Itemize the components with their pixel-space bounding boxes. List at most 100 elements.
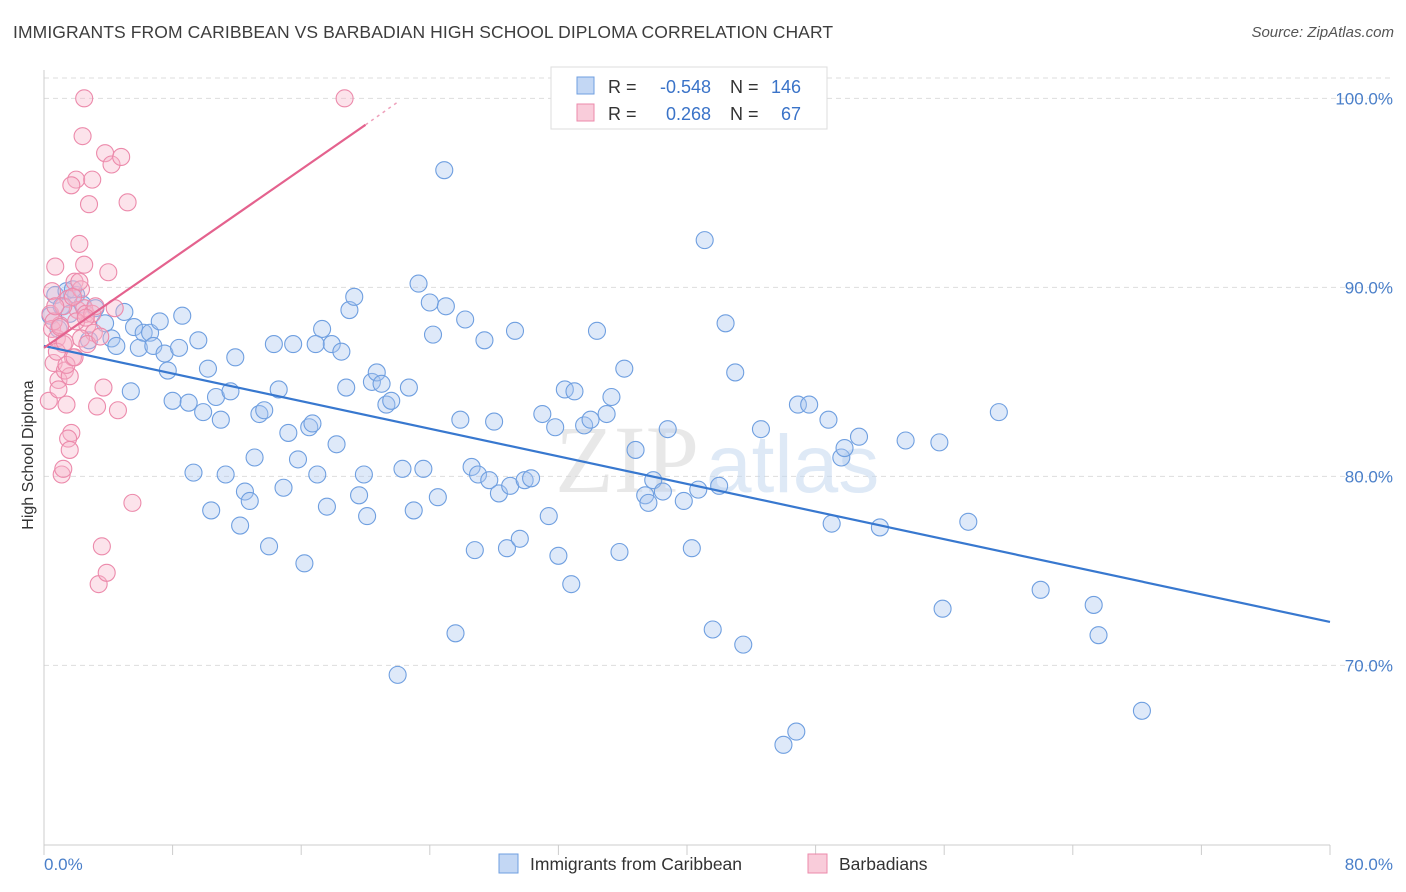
scatter-point xyxy=(674,491,693,511)
scatter-point xyxy=(216,465,235,484)
scatter-point xyxy=(63,287,82,306)
y-tick-label: 90.0% xyxy=(1345,278,1393,297)
scatter-point xyxy=(235,482,254,501)
scatter-point xyxy=(94,378,113,397)
source-credit: Source: ZipAtlas.com xyxy=(1251,24,1394,41)
scatter-point xyxy=(169,338,189,357)
trend-line xyxy=(43,344,1331,624)
scatter-point xyxy=(456,310,475,329)
stats-r-label: R = xyxy=(608,77,637,97)
scatter-point xyxy=(1089,626,1108,645)
scatter-point xyxy=(259,537,279,556)
scatter-point xyxy=(198,359,218,378)
scatter-point xyxy=(933,599,952,618)
scatter-point xyxy=(306,335,325,354)
scatter-point xyxy=(358,507,377,526)
scatter-point xyxy=(75,89,94,108)
y-tick-label: 100.0% xyxy=(1335,89,1393,108)
scatter-point xyxy=(399,378,418,397)
scatter-point xyxy=(60,440,79,459)
scatter-point xyxy=(475,331,494,350)
y-tick-label: 80.0% xyxy=(1345,467,1393,486)
scatter-point xyxy=(436,297,455,316)
scatter-point xyxy=(615,359,634,378)
scatter-point xyxy=(695,231,714,250)
scatter-point xyxy=(428,488,447,507)
scatter-point xyxy=(73,127,92,146)
scatter-point xyxy=(303,414,322,433)
scatter-point xyxy=(87,397,107,416)
scatter-point xyxy=(653,482,672,501)
stats-swatch-blue xyxy=(576,76,595,95)
scatter-point xyxy=(468,465,488,484)
legend-swatch-caribbean xyxy=(498,853,519,874)
scatter-point xyxy=(150,312,169,331)
scatter-point xyxy=(404,501,423,520)
scatter-point xyxy=(774,735,793,754)
scatter-point xyxy=(682,539,701,558)
scatter-point xyxy=(121,382,140,401)
scatter-point xyxy=(819,410,838,429)
trend-line-extension xyxy=(365,101,399,126)
chart-title: IMMIGRANTS FROM CARIBBEAN VS BARBADIAN H… xyxy=(13,22,834,42)
bottom-legend: Immigrants from Caribbean Barbadians xyxy=(498,853,928,874)
scatter-point xyxy=(896,431,915,450)
scatter-point xyxy=(409,274,428,293)
stats-legend: R = -0.548 N = 146 R = 0.268 N = 67 xyxy=(550,66,828,130)
scatter-point xyxy=(716,314,735,333)
scatter-point xyxy=(274,478,293,497)
scatter-point xyxy=(124,318,144,337)
scatter-point xyxy=(62,176,81,195)
scatter-point xyxy=(930,433,949,452)
stats-n-value: 67 xyxy=(781,104,801,124)
scatter-point xyxy=(327,435,346,454)
stats-n-label: N = xyxy=(730,77,759,97)
scatter-point xyxy=(734,635,753,654)
scatter-point xyxy=(515,471,534,490)
scatter-point xyxy=(354,465,373,484)
scatter-point xyxy=(485,412,504,431)
gridlines xyxy=(44,77,1392,666)
legend-label-barbadians: Barbadians xyxy=(839,854,928,874)
scatter-point xyxy=(163,391,182,410)
scatter-point xyxy=(46,297,65,316)
scatter-point xyxy=(787,722,806,741)
scatter-point xyxy=(1031,580,1050,599)
scatter-point xyxy=(317,497,336,516)
scatter-point xyxy=(99,263,118,282)
scatter-point xyxy=(989,403,1008,422)
scatter-point xyxy=(49,370,68,390)
stats-n-label: N = xyxy=(730,104,759,124)
scatter-point xyxy=(97,563,116,582)
scatter-point xyxy=(414,459,433,478)
scatter-point xyxy=(581,410,600,429)
y-tick-label: 70.0% xyxy=(1345,656,1393,675)
scatter-point xyxy=(65,272,84,291)
scatter-point xyxy=(372,374,391,393)
x-axis-ticks xyxy=(43,845,1331,855)
scatter-point xyxy=(849,427,869,446)
scatter-point xyxy=(269,380,288,399)
scatter-point xyxy=(134,323,153,342)
scatter-point xyxy=(626,440,645,459)
scatter-point xyxy=(60,367,79,386)
scatter-point xyxy=(639,493,658,512)
scatter-point xyxy=(226,348,245,367)
scatter-point xyxy=(1084,595,1103,614)
legend-label-caribbean: Immigrants from Caribbean xyxy=(530,854,742,874)
scatter-point xyxy=(835,438,854,458)
scatter-point xyxy=(549,546,568,565)
scatter-point xyxy=(533,404,552,424)
scatter-point xyxy=(240,491,259,511)
scatter-point xyxy=(70,234,89,253)
scatter-point xyxy=(462,457,481,477)
scatter-point xyxy=(255,401,274,420)
scatter-point xyxy=(562,575,581,594)
trend-line xyxy=(43,123,367,349)
scatter-point xyxy=(522,469,541,488)
scatter-point xyxy=(658,420,677,439)
scatter-point xyxy=(423,325,443,344)
scatter-point xyxy=(510,529,529,548)
stats-r-label: R = xyxy=(608,104,637,124)
